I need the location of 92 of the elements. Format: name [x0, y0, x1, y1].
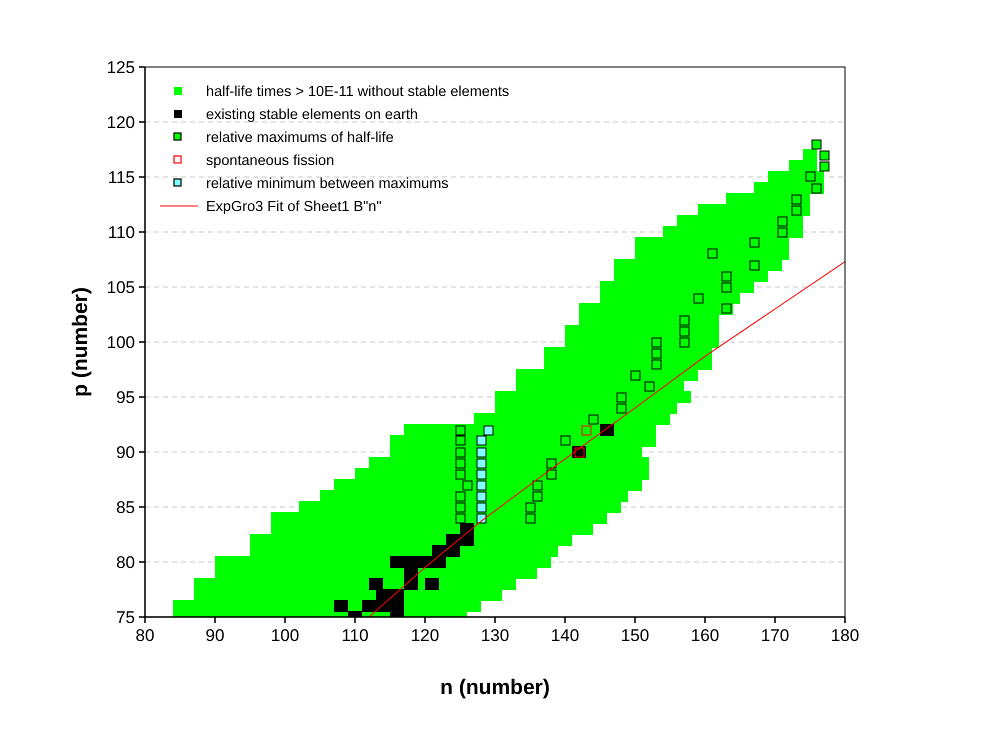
x-tick-label: 110 [341, 626, 369, 645]
point [376, 589, 390, 601]
point [750, 260, 760, 270]
point [652, 348, 662, 358]
point [616, 392, 626, 402]
x-tick-label: 120 [410, 626, 440, 645]
legend-label: relative minimum between maximums [206, 176, 449, 192]
point [560, 436, 570, 446]
x-tick-label: 170 [760, 626, 790, 645]
point [390, 556, 404, 568]
point [456, 458, 466, 468]
point [476, 458, 486, 468]
y-axis-title: p (number) [69, 287, 92, 397]
x-tick-label: 160 [690, 626, 720, 645]
x-tick-label: 180 [830, 626, 860, 645]
legend-label: existing stable elements on earth [206, 107, 418, 124]
point [425, 578, 439, 590]
point [476, 470, 486, 480]
point [532, 480, 542, 490]
legend-label: half-life times > 10E-11 without stable elements [206, 84, 510, 100]
y-tick-label: 125 [106, 58, 135, 77]
point [476, 492, 486, 502]
y-tick-label: 105 [106, 278, 135, 297]
legend-label: relative maximums of half-life [206, 130, 394, 146]
point [456, 426, 466, 436]
point [446, 545, 460, 557]
point [806, 172, 816, 182]
point [750, 238, 760, 248]
point [456, 492, 466, 502]
y-tick-label: 110 [108, 222, 135, 242]
point [362, 600, 376, 612]
point [546, 470, 556, 480]
point [582, 426, 592, 436]
point [792, 206, 802, 216]
point [404, 578, 418, 590]
legend-label: ExpGro3 Fit of Sheet1 B"n" [206, 199, 382, 216]
x-tick-label: 90 [206, 626, 224, 645]
point [680, 326, 690, 336]
x-tick-label: 150 [620, 626, 650, 645]
y-tick-label: 120 [106, 112, 135, 132]
point [484, 426, 494, 436]
x-tick-label: 100 [270, 626, 300, 645]
legend-label: spontaneous fission [206, 153, 334, 170]
point [600, 424, 614, 436]
point [456, 436, 466, 446]
point [708, 248, 718, 258]
point [722, 282, 732, 292]
y-tick-label: 115 [108, 168, 135, 187]
x-tick-label: 80 [136, 626, 154, 645]
point [456, 448, 466, 458]
point [630, 370, 640, 380]
point [722, 272, 732, 282]
point [418, 556, 432, 568]
point [532, 492, 542, 502]
point [476, 436, 486, 446]
point [476, 480, 486, 490]
point [432, 556, 446, 568]
point [369, 578, 383, 590]
point [812, 140, 822, 150]
x-tick-label: 130 [480, 626, 510, 645]
y-tick-label: 75 [116, 608, 135, 627]
y-tick-label: 100 [106, 332, 135, 352]
point [456, 502, 466, 512]
point [456, 514, 466, 524]
x-axis-title: n (number) [440, 676, 550, 699]
y-tick-label: 90 [116, 442, 135, 462]
y-tick-label: 85 [116, 498, 135, 517]
point [652, 338, 662, 348]
point [694, 294, 704, 304]
point [526, 514, 536, 524]
y-tick-label: 80 [116, 552, 135, 572]
point [652, 360, 662, 370]
point [460, 534, 474, 546]
point [792, 194, 802, 204]
point [334, 600, 348, 612]
point [526, 502, 536, 512]
point [588, 414, 598, 424]
y-tick-label: 95 [116, 388, 135, 407]
point [820, 150, 830, 160]
point [778, 216, 788, 226]
point [456, 470, 466, 480]
point [476, 448, 486, 458]
point [680, 338, 690, 348]
point [680, 316, 690, 326]
point [476, 502, 486, 512]
point [820, 162, 830, 172]
x-tick-label: 140 [550, 626, 580, 645]
point [644, 382, 654, 392]
point [546, 458, 556, 468]
point [462, 480, 472, 490]
point [778, 228, 788, 238]
point [616, 404, 626, 414]
